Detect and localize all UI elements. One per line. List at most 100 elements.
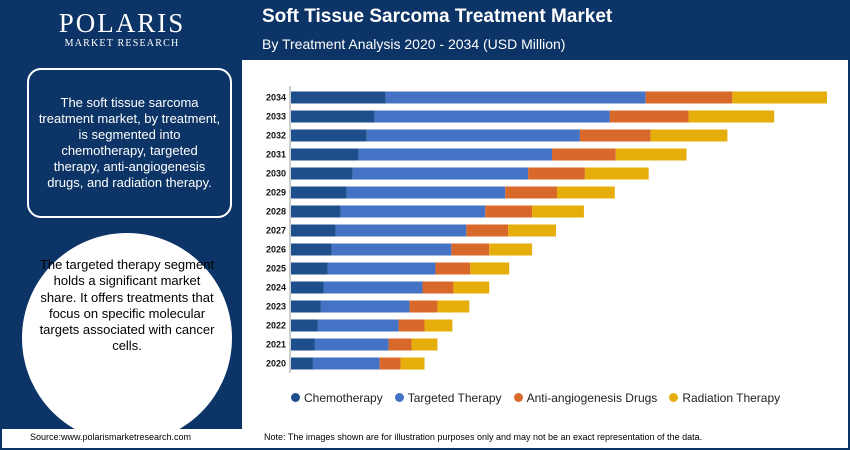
y-tick-label: 2032: [266, 131, 286, 141]
bar-segment: [379, 357, 401, 370]
bar-segment: [358, 148, 553, 161]
bar-segment: [505, 186, 558, 199]
header-bar: [242, 2, 848, 60]
bar-segment: [312, 357, 380, 370]
bar-segment: [532, 205, 584, 218]
bar-segment: [688, 110, 775, 123]
bar-segment: [291, 205, 341, 218]
bar-segment: [291, 281, 324, 294]
bar-segment: [508, 224, 557, 237]
bar-segment: [291, 243, 332, 256]
bar-segment: [557, 186, 615, 199]
y-tick-label: 2021: [266, 340, 286, 350]
bar-segment: [615, 148, 687, 161]
legend-marker: [513, 393, 523, 403]
bar-segment: [398, 319, 425, 332]
y-tick-label: 2025: [266, 264, 286, 274]
y-tick-label: 2033: [266, 112, 286, 122]
bar-segment: [291, 357, 313, 370]
bar-segment: [291, 300, 321, 313]
bar-segment: [374, 110, 610, 123]
legend-marker: [291, 393, 300, 403]
bar-segment: [317, 319, 399, 332]
bar-segment: [579, 129, 651, 142]
bar-segment: [400, 357, 425, 370]
y-tick-label: 2028: [266, 207, 286, 217]
bar-segment: [340, 205, 486, 218]
bar-segment: [352, 167, 529, 180]
y-tick-label: 2020: [266, 359, 286, 369]
bar-segment: [552, 148, 616, 161]
segmentation-info-box: The soft tissue sarcoma treatment market…: [27, 68, 232, 218]
legend-item: Anti-angiogenesis Drugs: [513, 390, 658, 405]
bar-segment: [291, 110, 375, 123]
bar-segment: [346, 186, 506, 199]
bar-segment: [584, 167, 649, 180]
bar-segment: [291, 186, 347, 199]
left-panel: POLARIS MARKET RESEARCH The soft tissue …: [2, 2, 242, 429]
bar-segment: [466, 224, 509, 237]
y-tick-label: 2030: [266, 169, 286, 179]
y-tick-label: 2034: [266, 93, 286, 103]
bar-segment: [388, 338, 412, 351]
y-tick-label: 2026: [266, 245, 286, 255]
y-tick-label: 2024: [266, 283, 286, 293]
bar-segment: [291, 91, 386, 104]
bar-segment: [291, 148, 359, 161]
bar-segment: [291, 262, 328, 275]
highlight-circle-text: The targeted therapy segment holds a sig…: [39, 257, 215, 354]
bar-segment: [422, 281, 454, 294]
bar-segment: [489, 243, 533, 256]
y-tick-label: 2027: [266, 226, 286, 236]
bar-segment: [437, 300, 470, 313]
legend-label: Radiation Therapy: [682, 390, 781, 405]
bar-segment: [331, 243, 452, 256]
highlight-circle: [22, 233, 232, 429]
bar-segment: [314, 338, 389, 351]
logo-main-text: POLARIS: [58, 8, 186, 38]
footer: Source:www.polarismarketresearch.com Not…: [2, 429, 848, 448]
legend-label: Chemotherapy: [304, 390, 383, 405]
legend-item: Radiation Therapy: [669, 390, 780, 405]
logo-sub-text: MARKET RESEARCH: [64, 38, 180, 49]
chart-legend: Chemotherapy Targeted Therapy Anti-angioge…: [291, 390, 792, 405]
bar-segment: [291, 319, 318, 332]
bar-segment: [435, 262, 471, 275]
bar-segment: [451, 243, 490, 256]
bar-segment: [424, 319, 453, 332]
bar-segment: [645, 91, 733, 104]
bar-segment: [385, 91, 646, 104]
polaris-logo: POLARIS MARKET RESEARCH: [2, 8, 242, 49]
bar-segment: [327, 262, 436, 275]
bar-segment: [528, 167, 585, 180]
bar-segment: [650, 129, 728, 142]
legend-label: Targeted Therapy: [407, 390, 502, 405]
legend-label: Anti-angiogenesis Drugs: [526, 390, 658, 405]
bar-segment: [411, 338, 438, 351]
bar-segment: [470, 262, 510, 275]
chart-subtitle: By Treatment Analysis 2020 - 2034 (USD M…: [262, 36, 566, 52]
bar-segment: [485, 205, 533, 218]
bar-segment: [291, 338, 315, 351]
bar-segment: [291, 129, 367, 142]
bar-segment: [453, 281, 490, 294]
y-tick-label: 2031: [266, 150, 286, 160]
legend-item: Chemotherapy: [291, 390, 383, 405]
source-text: Source:www.polarismarketresearch.com: [30, 432, 192, 442]
legend-item: Targeted Therapy: [394, 390, 502, 405]
legend-marker: [669, 393, 679, 403]
bar-segment: [732, 91, 828, 104]
y-tick-label: 2022: [266, 321, 286, 331]
bar-segment: [335, 224, 467, 237]
chart-area: 2034 2033 2032 2031 2030 2029 2028 2027 2026 2025…: [252, 80, 842, 380]
note-text: Note: The images shown are for illustrat…: [264, 432, 703, 442]
bar-segment: [366, 129, 580, 142]
bar-segment: [409, 300, 438, 313]
stacked-bar-chart: 2034 2033 2032 2031 2030 2029 2028 2027 2026 2025…: [266, 86, 828, 373]
bar-segment: [609, 110, 689, 123]
legend-marker: [394, 393, 404, 403]
bar-segment: [291, 167, 353, 180]
y-tick-label: 2023: [266, 302, 286, 312]
bar-segment: [320, 300, 410, 313]
